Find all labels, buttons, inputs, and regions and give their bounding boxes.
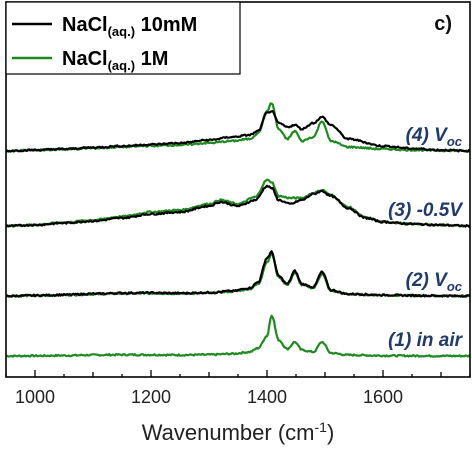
trace-label-2: (2) Voc — [406, 270, 463, 294]
axes-layer: 1000 1200 1400 1600 Wavenumber (cm-1) c) — [5, 1, 471, 445]
panel-label: c) — [434, 13, 452, 35]
x-tick-label: 1200 — [131, 387, 171, 407]
x-tick-label: 1600 — [363, 387, 403, 407]
trace-label-3: (3) -0.5V — [388, 200, 463, 221]
trace-4-line-1M — [6, 102, 470, 153]
trace-4-line-10mM — [6, 110, 470, 153]
trace-3-line-10mM — [6, 184, 470, 228]
x-tick-label: 1000 — [15, 387, 55, 407]
trace-1-line-1M — [6, 314, 470, 358]
trace-label-1: (1) in air — [388, 330, 464, 351]
legend: NaCl(aq.) 10mM NaCl(aq.) 1M — [5, 1, 241, 75]
trace-labels-layer: (1) in air (2) Voc (3) -0.5V (4) Voc — [388, 125, 464, 351]
trace-2-line-10mM — [6, 250, 470, 298]
x-axis-label: Wavenumber (cm-1) — [142, 419, 335, 445]
legend-entry-2: NaCl(aq.) 1M — [62, 48, 168, 73]
legend-entry-1: NaCl(aq.) 10mM — [62, 14, 197, 39]
x-tick-label: 1400 — [247, 387, 287, 407]
traces-layer — [6, 102, 470, 358]
trace-label-4: (4) Voc — [406, 125, 463, 149]
legend-box — [5, 1, 241, 75]
